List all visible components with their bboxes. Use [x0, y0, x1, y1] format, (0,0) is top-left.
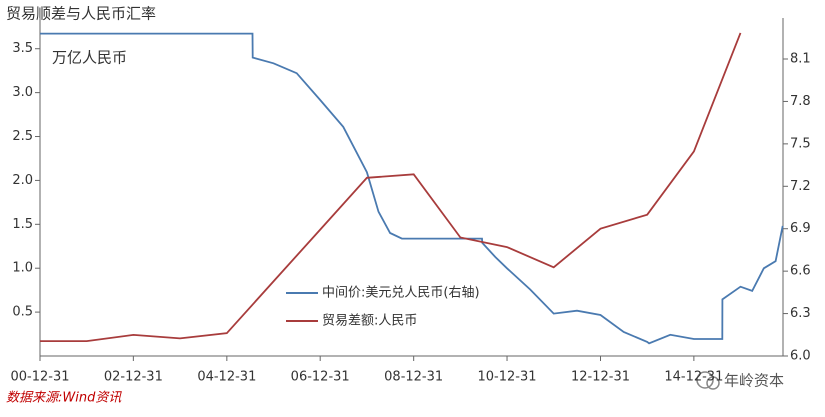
y-tick-label: 3.5 [12, 41, 33, 56]
source: 数据来源:Wind资讯 [6, 391, 122, 406]
y2-tick-label: 6.0 [790, 349, 811, 364]
y2-tick-label: 6.6 [790, 264, 811, 279]
y2-tick-label: 8.1 [790, 52, 811, 67]
watermark: 年岭资本 [724, 372, 784, 390]
legend-box [282, 280, 482, 336]
chart-title: 贸易顺差与人民币汇率 [6, 5, 156, 23]
y2-tick-label: 6.9 [790, 221, 811, 236]
y2-tick-label: 7.2 [790, 179, 811, 194]
x-tick-label: 00-12-31 [10, 370, 69, 385]
y-tick-label: 0.5 [12, 305, 33, 320]
y-tick-label: 1.0 [12, 261, 33, 276]
y-tick-label: 2.0 [12, 173, 33, 188]
y-tick-label: 2.5 [12, 129, 33, 144]
x-tick-label: 14-12-31 [664, 370, 723, 385]
watermark-logo [696, 371, 720, 390]
y-tick-label: 3.0 [12, 85, 33, 100]
y2-tick-label: 7.5 [790, 136, 811, 151]
y-tick-label: 1.5 [12, 217, 33, 232]
y2-tick-label: 6.3 [790, 306, 811, 321]
series-line [40, 32, 742, 342]
unit-annotation: 万亿人民币 [52, 49, 127, 67]
legend-label: 中间价:美元兑人民币(右轴) [322, 286, 480, 301]
legend-label: 贸易差额:人民币 [322, 314, 417, 329]
x-tick-label: 08-12-31 [384, 370, 443, 385]
y2-tick-label: 7.8 [790, 94, 811, 109]
x-tick-label: 02-12-31 [104, 370, 163, 385]
x-tick-label: 04-12-31 [197, 370, 256, 385]
x-tick-label: 10-12-31 [478, 370, 537, 385]
series-line [40, 32, 784, 345]
x-tick-label: 12-12-31 [571, 370, 630, 385]
x-tick-label: 06-12-31 [291, 370, 350, 385]
